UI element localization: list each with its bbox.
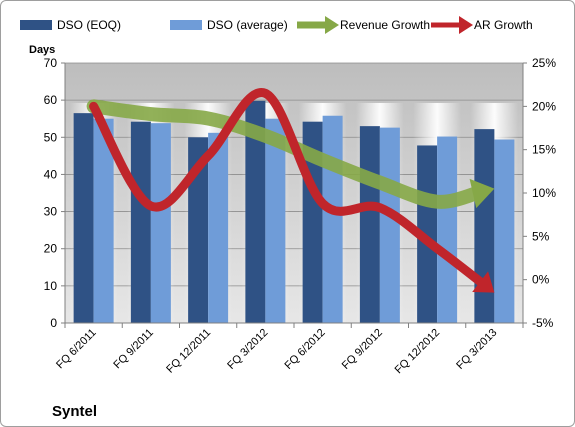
- y-tick-label: 60: [44, 93, 58, 107]
- y-tick-label: 0: [50, 316, 57, 330]
- x-tick-label: FQ 12/2012: [393, 327, 443, 377]
- legend-item-dso-average-: DSO (average): [170, 18, 288, 32]
- y-tick-label: 50: [44, 130, 58, 144]
- bar-dso-average-: [494, 139, 515, 323]
- y-tick-label: 40: [44, 167, 58, 181]
- bar-dso-average-: [208, 132, 229, 323]
- legend-item-ar-growth: AR Growth: [431, 16, 533, 34]
- bar-dso-average-: [437, 136, 458, 323]
- chart-title: Syntel: [52, 403, 97, 420]
- x-tick-label: FQ 6/2012: [283, 327, 328, 372]
- y2-tick-label: 20%: [532, 99, 556, 113]
- legend-label: DSO (average): [207, 18, 288, 32]
- y2-tick-label: 5%: [532, 229, 550, 243]
- y2-tick-label: 25%: [532, 56, 556, 70]
- legend-label: AR Growth: [474, 18, 533, 32]
- x-tick-label: FQ 9/2011: [111, 327, 156, 372]
- bar-dso-eoq-: [188, 137, 209, 323]
- bar-dso-average-: [265, 118, 286, 323]
- bar-dso-eoq-: [245, 100, 266, 323]
- bar-dso-eoq-: [130, 121, 151, 323]
- legend-swatch-arrowhead: [325, 16, 339, 34]
- legend-item-dso-eoq-: DSO (EOQ): [20, 18, 121, 32]
- legend-label: DSO (EOQ): [57, 18, 121, 32]
- bar-dso-eoq-: [474, 129, 495, 323]
- legend-item-revenue-growth: Revenue Growth: [297, 16, 430, 34]
- y2-tick-label: -5%: [532, 316, 554, 330]
- bar-dso-eoq-: [417, 145, 438, 323]
- bar-dso-average-: [150, 123, 171, 324]
- line-ar-growth: [89, 88, 491, 291]
- legend-label: Revenue Growth: [340, 18, 430, 32]
- bar-dso-average-: [93, 118, 114, 323]
- x-tick-label: FQ 9/2012: [340, 327, 385, 372]
- x-tick-label: FQ 12/2011: [164, 327, 213, 376]
- bar-dso-eoq-: [73, 113, 94, 324]
- legend-swatch-arrowhead: [459, 16, 473, 34]
- y-tick-label: 20: [44, 242, 58, 256]
- bar-dso-average-: [322, 115, 343, 323]
- y-axis-title: Days: [29, 44, 55, 56]
- y-tick-label: 10: [44, 279, 58, 293]
- y-tick-label: 70: [44, 56, 58, 70]
- x-tick-label: FQ 3/2012: [225, 327, 270, 372]
- y2-tick-label: 0%: [532, 273, 550, 287]
- arrowhead-revenue-growth: [469, 178, 495, 209]
- arrowhead-ar-growth: [472, 271, 495, 293]
- legend-swatch: [170, 20, 202, 30]
- legend-swatch: [20, 20, 52, 30]
- y-tick-label: 30: [44, 205, 58, 219]
- y2-tick-label: 10%: [532, 186, 556, 200]
- bar-dso-eoq-: [359, 126, 380, 324]
- bar-dso-average-: [379, 127, 400, 323]
- y2-tick-label: 15%: [532, 143, 556, 157]
- x-tick-label: FQ 6/2011: [54, 327, 99, 372]
- x-tick-label: FQ 3/2013: [454, 327, 499, 372]
